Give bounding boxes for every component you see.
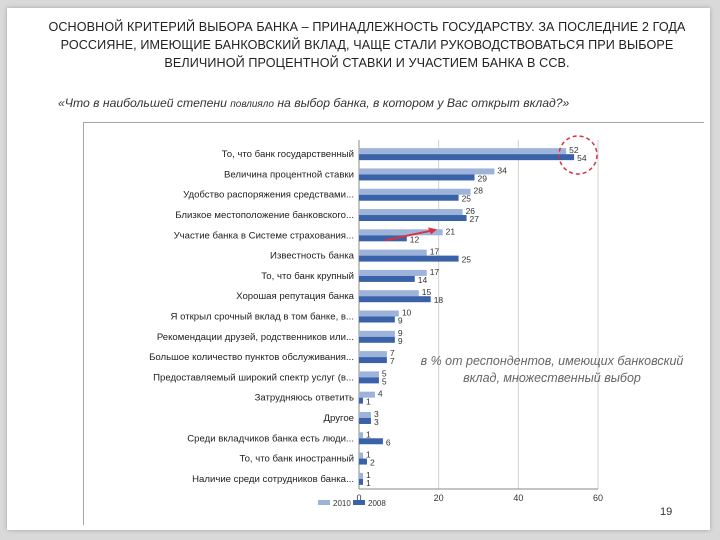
category-label: Среди вкладчиков банка есть люди... xyxy=(187,433,354,444)
data-label-2008: 6 xyxy=(386,437,391,447)
bar-2010 xyxy=(359,311,399,317)
bar-2010 xyxy=(359,351,387,357)
bar-2008 xyxy=(359,154,574,160)
data-label-2010: 4 xyxy=(378,389,383,399)
bar-2010 xyxy=(359,270,427,276)
bar-2008 xyxy=(359,276,415,282)
data-label-2010: 17 xyxy=(430,267,440,277)
bar-2010 xyxy=(359,331,395,337)
bar-2008 xyxy=(359,215,467,221)
data-label-2008: 7 xyxy=(390,356,395,366)
data-label-2008: 25 xyxy=(462,255,472,265)
page-number: 19 xyxy=(660,506,672,518)
category-label: Хорошая репутация банка xyxy=(236,291,355,302)
bar-2010 xyxy=(359,290,419,296)
category-label: Величина процентной ставки xyxy=(224,169,354,180)
data-label-2008: 5 xyxy=(382,376,387,386)
data-label-2008: 9 xyxy=(398,336,403,346)
bar-2010 xyxy=(359,209,463,215)
legend-label-2010: 2010 xyxy=(333,499,351,508)
category-label: Известность банка xyxy=(270,251,355,262)
data-label-2010: 17 xyxy=(430,247,440,257)
bar-2008 xyxy=(359,317,395,323)
bar-2008 xyxy=(359,398,363,404)
bar-2010 xyxy=(359,168,494,174)
bar-2008 xyxy=(359,256,459,262)
bar-2008 xyxy=(359,174,475,180)
bar-2008 xyxy=(359,418,371,424)
category-label: Участие банка в Системе страхования... xyxy=(174,230,354,241)
data-label-2010: 1 xyxy=(366,429,371,439)
bar-2010 xyxy=(359,453,363,459)
legend-swatch-2010 xyxy=(318,500,330,505)
x-tick-label: 40 xyxy=(513,493,523,503)
category-label: Рекомендации друзей, родственников или..… xyxy=(157,332,354,343)
data-label-2008: 29 xyxy=(478,173,488,183)
bar-2010 xyxy=(359,250,427,256)
bar-2008 xyxy=(359,438,383,444)
bar-2010 xyxy=(359,412,371,418)
data-label-2008: 14 xyxy=(418,275,428,285)
bar-2008 xyxy=(359,195,459,201)
data-label-2008: 1 xyxy=(366,397,371,407)
data-label-2008: 3 xyxy=(374,417,379,427)
category-label: Большое количество пунктов обслуживания.… xyxy=(149,352,354,363)
legend-label-2008: 2008 xyxy=(368,499,386,508)
bar-2010 xyxy=(359,371,379,377)
data-label-2008: 1 xyxy=(366,478,371,488)
data-label-2008: 54 xyxy=(577,153,587,163)
bar-2008 xyxy=(359,337,395,343)
category-label: То, что банк крупный xyxy=(261,271,354,282)
data-label-2010: 21 xyxy=(446,226,456,236)
data-label-2010: 34 xyxy=(497,165,507,175)
legend-swatch-2008 xyxy=(353,500,365,505)
x-tick-label: 20 xyxy=(434,493,444,503)
category-label: Близкое местоположение банковского... xyxy=(175,210,354,221)
category-label: Другое xyxy=(324,413,354,424)
category-label: Я открыл срочный вклад в том банке, в... xyxy=(171,312,355,323)
data-label-2010: 15 xyxy=(422,287,432,297)
bar-2008 xyxy=(359,377,379,383)
category-label: Наличие среди сотрудников банка... xyxy=(192,474,354,485)
bar-2010 xyxy=(359,148,566,154)
bar-2010 xyxy=(359,189,471,195)
category-label: То, что банк иностранный xyxy=(239,454,354,465)
category-label: Затрудняюсь ответить xyxy=(255,393,354,404)
category-label: Предоставляемый широкий спектр услуг (в.… xyxy=(153,372,354,383)
bar-2008 xyxy=(359,235,407,241)
category-label: То, что банк государственный xyxy=(222,149,354,160)
bar-chart: 0 20 40 60То, что банк государственный 5254В… xyxy=(0,0,720,540)
data-label-2008: 18 xyxy=(434,295,444,305)
x-tick-label: 60 xyxy=(593,493,603,503)
bar-2008 xyxy=(359,296,431,302)
bar-2008 xyxy=(359,479,363,485)
data-label-2008: 2 xyxy=(370,458,375,468)
data-label-2008: 9 xyxy=(398,316,403,326)
data-label-2010: 10 xyxy=(402,308,412,318)
category-label: Удобство распоряжения средствами... xyxy=(183,190,354,201)
bar-2008 xyxy=(359,357,387,363)
bar-2010 xyxy=(359,473,363,479)
chart-note: в % от респондентов, имеющих банковский … xyxy=(418,353,686,387)
data-label-2008: 25 xyxy=(462,194,472,204)
data-label-2010: 28 xyxy=(474,186,484,196)
data-label-2008: 27 xyxy=(470,214,480,224)
bar-2010 xyxy=(359,432,363,438)
